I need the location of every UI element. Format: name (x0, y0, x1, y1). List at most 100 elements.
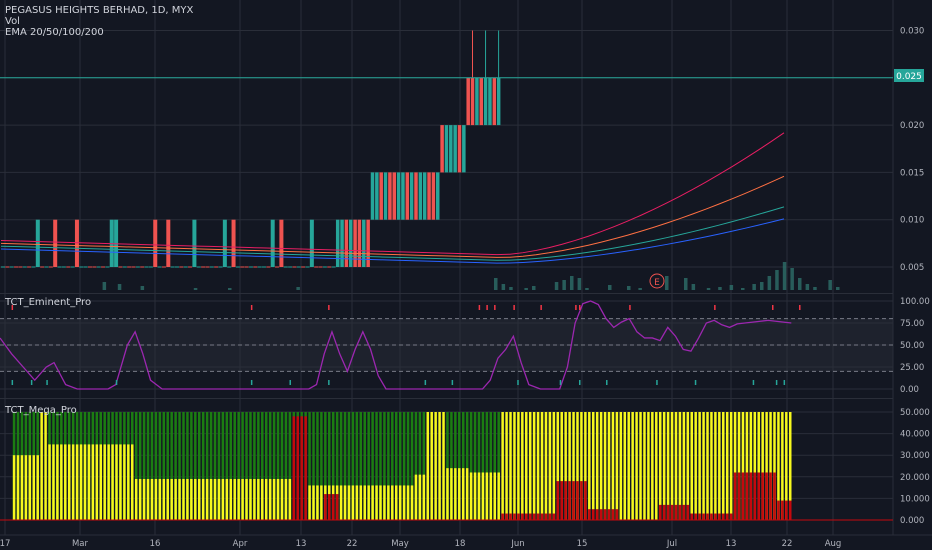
mega-yellow-bar (714, 412, 717, 520)
mega-pane[interactable] (0, 412, 893, 521)
volume-bar (798, 278, 802, 290)
mega-yellow-bar (312, 485, 315, 520)
mega-green-bar (359, 412, 363, 520)
eminent-tick-label: 50.00 (900, 341, 924, 351)
volume-bar (296, 287, 300, 290)
volume-bar (767, 276, 772, 290)
mega-green-bar (446, 412, 449, 520)
mega-green-bar (233, 412, 236, 520)
symbol-title[interactable]: PEGASUS HEIGHTS BERHAD, 1D, MYX (5, 5, 194, 16)
mega-red-bar (552, 513, 556, 520)
mega-yellow-bar (607, 412, 611, 520)
volume-bar (813, 287, 817, 290)
mega-yellow-bar (32, 455, 36, 520)
eminent-sell-tick (799, 305, 801, 310)
candle (414, 172, 418, 220)
mega-yellow-bar (174, 478, 177, 520)
mega-red-bar (789, 500, 792, 520)
ema-label[interactable]: EMA 20/50/100/200 (5, 27, 104, 38)
mega-green-bar (276, 412, 280, 520)
eminent-line (0, 300, 792, 390)
mega-yellow-bar (194, 478, 197, 520)
mega-green-bar (198, 412, 201, 520)
mega-yellow-bar (745, 412, 749, 520)
mega-yellow-bar (741, 412, 745, 520)
mega-green-bar (371, 412, 374, 520)
mega-red-bar (678, 504, 682, 520)
candle (335, 219, 340, 267)
mega-yellow-bar (619, 412, 623, 520)
eminent-sell-tick (486, 305, 488, 310)
time-axis[interactable]: 17 Mar 16 Apr 13 22 May 18 Jun 15 Jul 13 22 Aug (0, 539, 841, 549)
mega-yellow-bar (505, 412, 508, 520)
mega-green-bar (363, 412, 366, 520)
mega-yellow-bar (233, 478, 236, 520)
mega-red-bar (737, 472, 741, 520)
mega-tick-label: 10.000 (900, 494, 930, 504)
mega-yellow-bar (497, 472, 500, 520)
mega-yellow-bar (521, 412, 524, 520)
mega-green-bar (241, 412, 244, 520)
mega-yellow-bar (434, 412, 437, 520)
mega-yellow-bar (198, 478, 201, 520)
mega-yellow-bar (438, 412, 441, 520)
price-axis[interactable]: 0.0050.0100.0150.0200.0250.0300.0025.005… (900, 27, 930, 527)
volume-bar (665, 276, 669, 290)
time-tick-label: Jul (666, 539, 677, 549)
mega-red-bar (599, 509, 603, 520)
mega-green-bar (138, 412, 142, 520)
price-tick-label: 0.005 (900, 263, 924, 273)
eminent-pane-title[interactable]: TCT_Eminent_Pro (5, 297, 92, 308)
mega-yellow-bar (588, 412, 591, 520)
mega-yellow-bar (635, 412, 638, 520)
mega-yellow-bar (154, 478, 158, 520)
candle (383, 172, 388, 220)
mega-yellow-bar (477, 472, 481, 520)
volume-bar (718, 287, 722, 290)
price-pane[interactable] (0, 30, 893, 291)
candle (418, 172, 423, 220)
mega-green-bar (261, 412, 264, 520)
mega-yellow-bar (674, 412, 678, 520)
mega-yellow-bar (666, 412, 670, 520)
mega-yellow-bar (162, 478, 166, 520)
mega-green-bar (174, 412, 177, 520)
eminent-pane[interactable] (0, 300, 801, 390)
eminent-buy-tick (328, 380, 330, 385)
earnings-marker[interactable] (649, 273, 665, 289)
mega-yellow-bar (540, 412, 544, 520)
mega-green-bar (249, 412, 252, 520)
eminent-sell-tick (11, 305, 14, 310)
mega-yellow-bar (253, 478, 256, 520)
mega-yellow-bar (552, 412, 556, 520)
mega-red-bar (560, 481, 563, 520)
mega-red-bar (729, 513, 733, 520)
mega-yellow-bar (670, 412, 674, 520)
mega-yellow-bar (190, 478, 193, 520)
mega-yellow-bar (580, 412, 583, 520)
candle (479, 77, 483, 126)
mega-yellow-bar (20, 455, 24, 520)
mega-yellow-bar (138, 478, 142, 520)
mega-yellow-bar (395, 485, 398, 520)
mega-yellow-bar (264, 478, 268, 520)
mega-green-bar (162, 412, 166, 520)
volume-bar (790, 268, 794, 290)
eminent-sell-tick (772, 305, 774, 310)
volume-bar (760, 282, 764, 290)
candle (375, 172, 379, 220)
vol-label[interactable]: Vol (5, 16, 20, 27)
mega-green-bar (477, 412, 481, 520)
mega-yellow-bar (371, 485, 374, 520)
candle (436, 172, 440, 220)
eminent-buy-tick (694, 380, 697, 385)
candle (440, 125, 444, 173)
mega-yellow-bar (91, 444, 95, 520)
candle (166, 219, 171, 267)
mega-green-bar (284, 412, 288, 520)
mega-pane-title[interactable]: TCT_Mega_Pro (5, 405, 77, 416)
mega-yellow-bar (631, 412, 634, 520)
mega-red-bar (304, 416, 307, 520)
eminent-buy-tick (606, 380, 608, 385)
